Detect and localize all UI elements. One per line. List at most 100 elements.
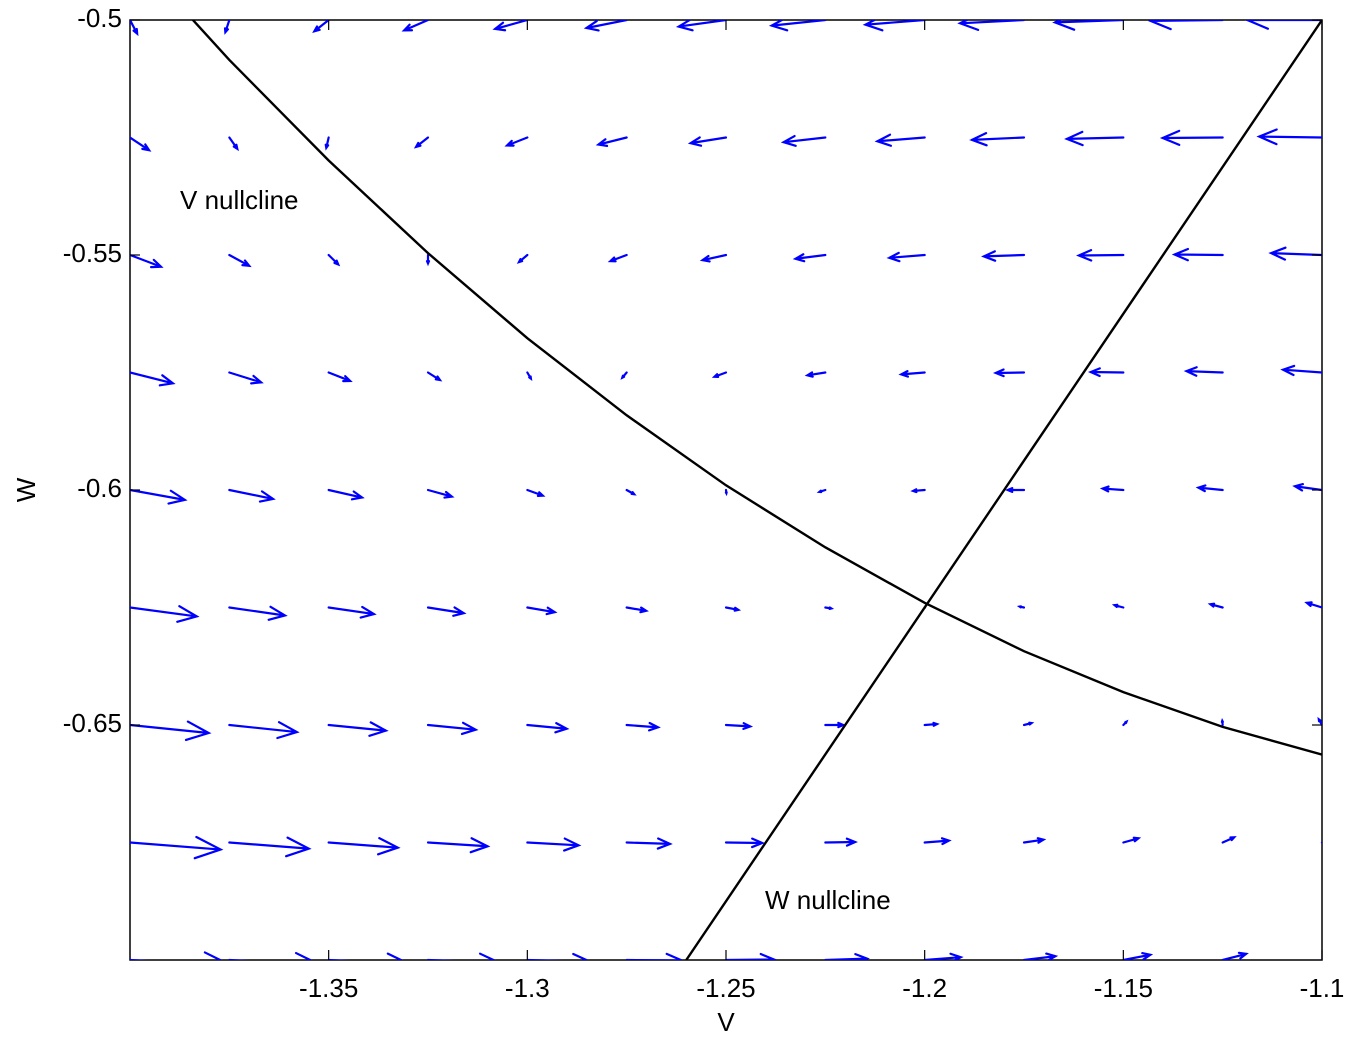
arrow: [426, 371, 443, 382]
arrow: [324, 136, 330, 151]
arrow: [1022, 721, 1035, 727]
nullcline-label: W nullcline: [765, 885, 891, 915]
arrow: [1221, 836, 1237, 844]
arrow: [228, 836, 312, 858]
arrow: [792, 253, 827, 263]
arrow: [228, 371, 264, 385]
y-tick-label: -0.5: [77, 3, 122, 33]
arrow: [130, 835, 224, 860]
y-tick-label: -0.55: [63, 238, 122, 268]
arrow: [724, 837, 765, 849]
nullcline: [685, 20, 1322, 960]
arrow: [583, 20, 628, 32]
arrow: [724, 488, 728, 497]
x-axis-label: V: [717, 1007, 735, 1037]
arrow: [625, 721, 661, 732]
arrow: [1122, 719, 1129, 727]
arrow: [130, 253, 164, 269]
arrow: [1122, 952, 1154, 960]
y-tick-label: -0.6: [77, 473, 122, 503]
arrow: [874, 133, 926, 147]
arrow: [824, 721, 847, 729]
arrow: [1122, 836, 1142, 844]
arrow: [401, 20, 430, 32]
arrow: [1320, 841, 1322, 844]
arrow: [1076, 249, 1125, 262]
arrow: [1244, 20, 1322, 30]
arrow: [992, 368, 1026, 378]
arrow: [526, 952, 590, 960]
arrow: [426, 952, 497, 960]
arrow: [228, 605, 288, 621]
arrow: [130, 136, 152, 152]
arrow: [1171, 247, 1224, 262]
arrow: [504, 136, 529, 147]
arrow: [1022, 952, 1059, 960]
arrow: [804, 371, 827, 378]
arrow: [516, 253, 529, 264]
arrow: [526, 371, 533, 382]
arrow: [1111, 603, 1125, 609]
arrow: [327, 952, 404, 960]
arrow: [1052, 20, 1125, 31]
arrow: [526, 488, 546, 497]
x-tick-label: -1.2: [902, 973, 947, 1003]
arrow: [898, 370, 926, 378]
arrow: [228, 136, 239, 152]
arrow: [724, 952, 777, 960]
arrow: [228, 253, 252, 268]
arrow: [1183, 366, 1224, 377]
arrow: [526, 606, 558, 616]
arrow: [1195, 484, 1224, 493]
x-tick-label: -1.15: [1094, 973, 1153, 1003]
arrow: [699, 253, 728, 263]
arrow: [1220, 717, 1224, 727]
nullcline-label: V nullcline: [180, 185, 299, 215]
arrow: [425, 253, 431, 267]
arrow: [1022, 837, 1047, 844]
arrow: [886, 251, 926, 263]
arrow: [1292, 483, 1322, 492]
arrow: [969, 132, 1026, 147]
arrow: [981, 250, 1026, 262]
arrow: [1320, 958, 1322, 960]
arrow: [223, 20, 231, 35]
arrow: [426, 488, 455, 499]
arrow: [130, 488, 188, 505]
arrow: [426, 606, 467, 617]
arrow: [327, 488, 365, 501]
arrow: [526, 837, 582, 852]
arrow: [768, 20, 827, 32]
arrow: [228, 488, 276, 503]
arrow: [862, 20, 926, 32]
arrow: [1159, 129, 1224, 146]
arrow: [607, 253, 628, 263]
arrow: [1064, 130, 1125, 147]
arrow: [625, 606, 649, 614]
arrow: [1280, 364, 1322, 377]
arrow: [130, 951, 223, 960]
arrow: [327, 253, 341, 267]
arrow: [426, 721, 479, 736]
arrow: [492, 20, 529, 32]
x-tick-label: -1.1: [1300, 973, 1345, 1003]
arrow: [910, 488, 926, 494]
arrow: [595, 136, 628, 147]
x-tick-label: -1.35: [299, 973, 358, 1003]
arrow: [130, 605, 200, 623]
arrow: [780, 134, 827, 147]
arrow: [1147, 20, 1224, 31]
arrow: [824, 837, 858, 847]
arrow: [327, 371, 353, 383]
y-tick-label: -0.65: [63, 708, 122, 738]
arrow: [1221, 951, 1249, 960]
arrow: [1004, 486, 1026, 494]
arrow: [620, 371, 628, 380]
arrow: [625, 837, 673, 850]
arrow: [724, 606, 742, 612]
arrow: [687, 136, 728, 147]
arrow: [957, 20, 1026, 31]
arrow: [413, 136, 430, 149]
arrow: [1256, 128, 1322, 146]
x-tick-label: -1.25: [696, 973, 755, 1003]
